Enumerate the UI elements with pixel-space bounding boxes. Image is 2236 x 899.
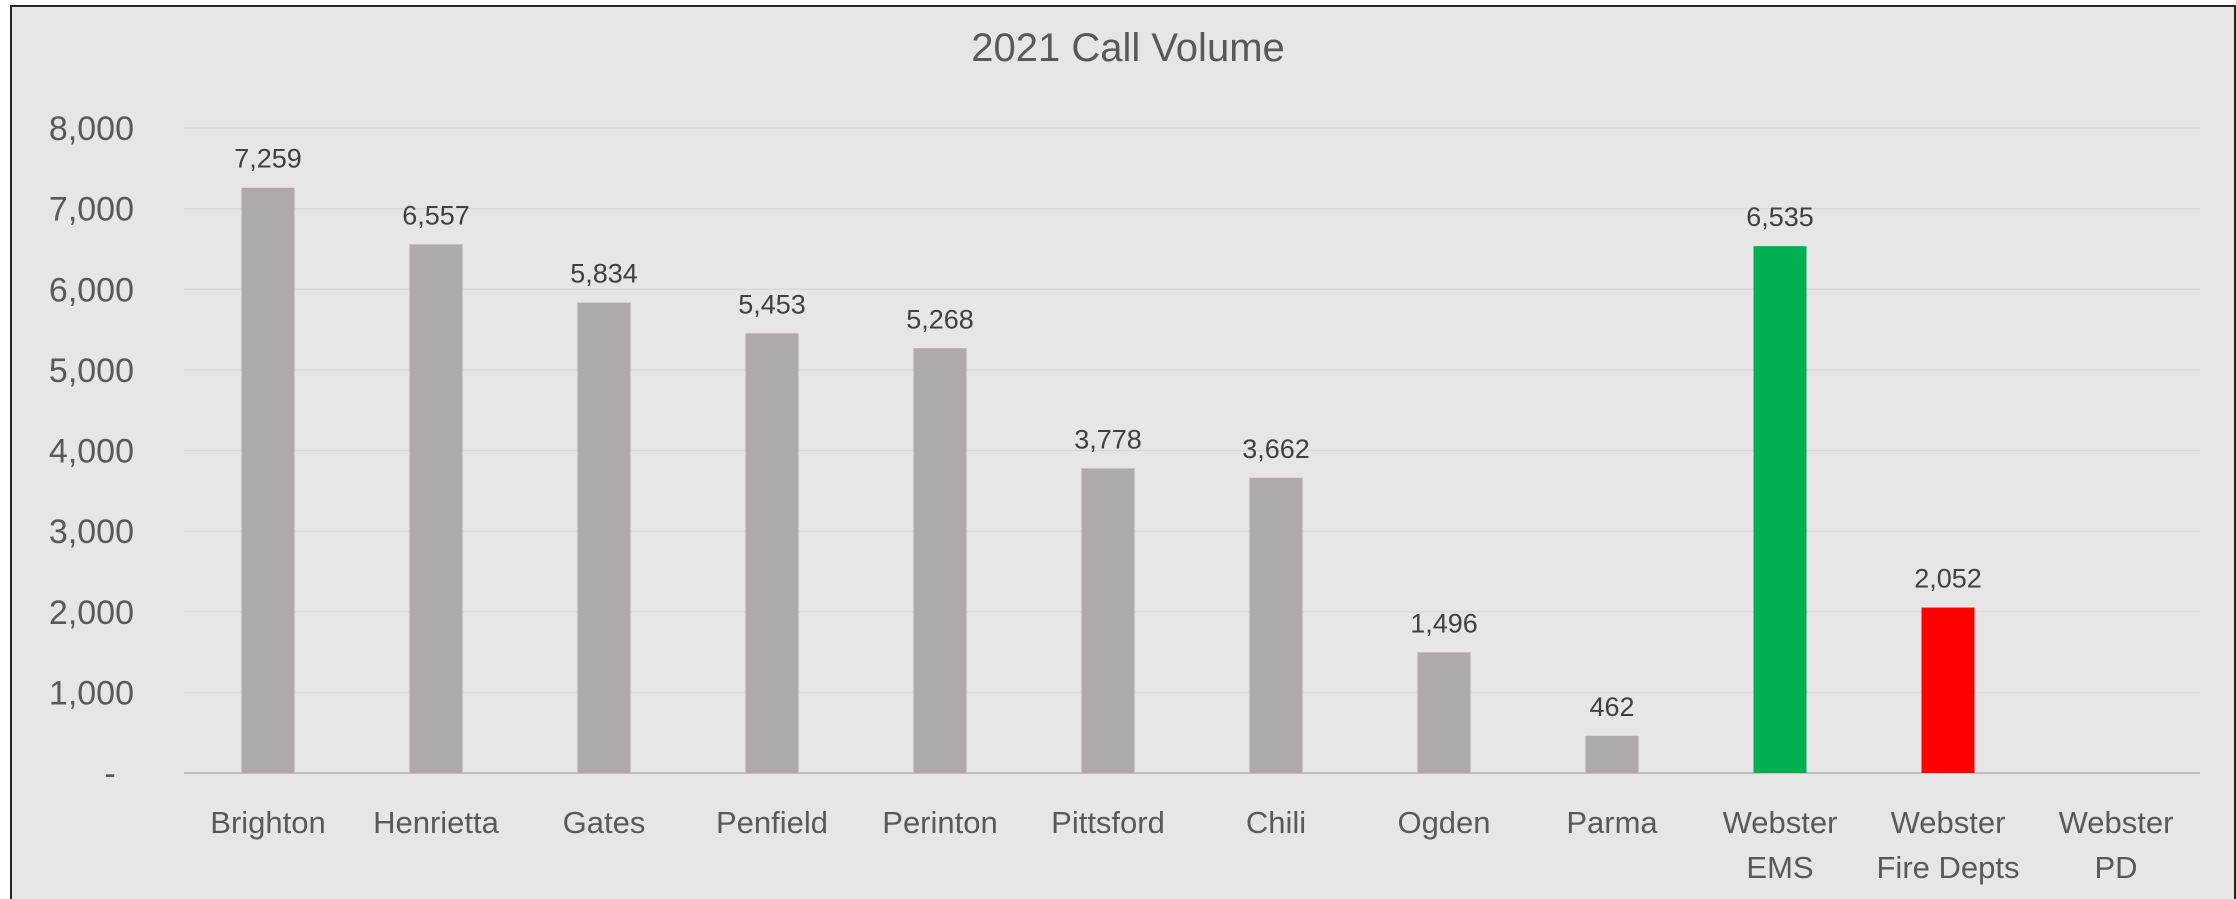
data-label: 6,535 — [1746, 202, 1814, 232]
bar — [1585, 735, 1639, 773]
x-tick-label: Chili — [1246, 805, 1306, 840]
data-label: 1,496 — [1410, 608, 1478, 638]
x-tick-label: Penfield — [716, 805, 828, 840]
data-label: 5,453 — [738, 289, 806, 319]
data-label: 5,834 — [570, 259, 638, 289]
x-tick-label: Pittsford — [1051, 805, 1165, 840]
y-tick-label: 6,000 — [49, 271, 134, 309]
data-label: 3,778 — [1074, 424, 1142, 454]
data-label: 5,268 — [906, 304, 974, 334]
data-label: 3,662 — [1242, 434, 1310, 464]
gridlines — [184, 127, 2200, 774]
y-tick-label: 5,000 — [49, 352, 134, 390]
chart-title: 2021 Call Volume — [971, 26, 1285, 70]
x-tick-label: Webster — [1891, 805, 2006, 840]
x-tick-label: Gates — [563, 805, 646, 840]
data-label: 7,259 — [234, 144, 302, 174]
bars — [241, 187, 1975, 774]
x-tick-label: Ogden — [1397, 805, 1490, 840]
data-label: 462 — [1589, 692, 1634, 722]
y-tick-label: 7,000 — [49, 191, 134, 229]
y-tick-label: 4,000 — [49, 433, 134, 471]
x-tick-label: Parma — [1566, 805, 1658, 840]
chart-frame: 2021 Call Volume - 1,000 2,000 3,000 4,000 5,… — [10, 5, 2236, 899]
x-axis-ticks: Brighton Henrietta Gates Penfield Perinton Pi… — [210, 805, 2173, 885]
bar — [1417, 652, 1471, 773]
x-tick-label: PD — [2094, 850, 2137, 885]
bar — [577, 302, 631, 773]
data-label: 2,052 — [1914, 564, 1982, 594]
bar — [1753, 246, 1807, 774]
bar — [241, 187, 295, 774]
y-axis-ticks: - 1,000 2,000 3,000 4,000 5,000 6,000 7,000 8,00… — [49, 110, 134, 793]
data-labels: 7,259 6,557 5,834 5,453 5,268 3,778 3,662 1,496… — [234, 144, 1982, 722]
data-label: 6,557 — [402, 200, 470, 230]
x-tick-label: Webster — [1723, 805, 1838, 840]
x-tick-label: EMS — [1746, 850, 1813, 885]
x-tick-label: Henrietta — [373, 805, 500, 840]
bar — [1081, 468, 1135, 773]
x-tick-label: Fire Depts — [1877, 850, 2020, 885]
bar — [745, 333, 799, 773]
y-tick-label: 2,000 — [49, 594, 134, 632]
x-tick-label: Perinton — [882, 805, 997, 840]
bar — [1921, 607, 1975, 773]
y-tick-label: 3,000 — [49, 513, 134, 551]
bar-chart: 2021 Call Volume - 1,000 2,000 3,000 4,000 5,… — [49, 26, 2200, 885]
bar — [1249, 477, 1303, 773]
bar — [913, 348, 967, 773]
y-tick-label: - — [104, 755, 115, 793]
bar — [409, 244, 463, 774]
x-tick-label: Webster — [2059, 805, 2174, 840]
y-tick-label: 8,000 — [49, 110, 134, 148]
x-tick-label: Brighton — [210, 805, 325, 840]
y-tick-label: 1,000 — [49, 674, 134, 712]
